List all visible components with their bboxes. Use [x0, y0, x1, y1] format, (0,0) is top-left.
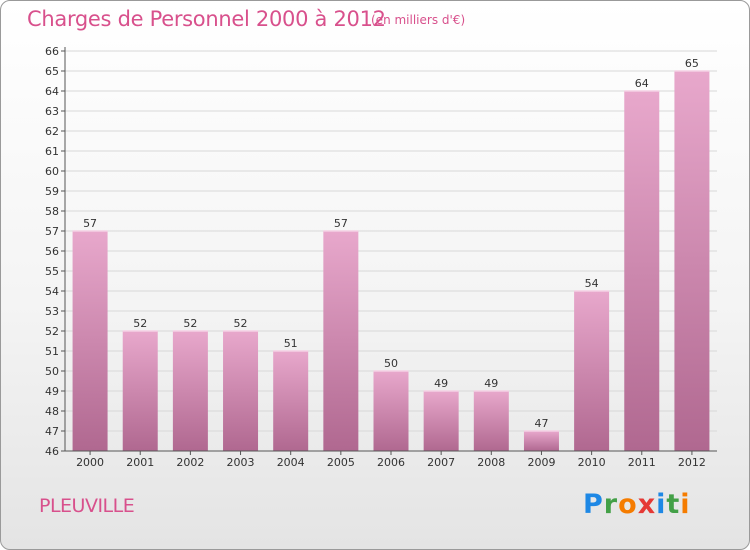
x-tick-label-2009: 2009 [527, 456, 555, 469]
data-label-2002: 52 [183, 317, 197, 330]
y-tick-label: 59 [45, 185, 59, 198]
y-tick-label: 52 [45, 325, 59, 338]
axes: 46 47 48 49 50 51 52 53 54 55 56 57 58 59 60 61 62 63 64 65… [45, 45, 717, 469]
y-tick-label: 48 [45, 405, 59, 418]
bar-2007 [423, 391, 459, 451]
chart-subtitle: (en milliers d'€) [371, 13, 466, 27]
bar-2004 [273, 351, 309, 451]
data-label-2005: 57 [334, 217, 348, 230]
y-tick-label: 50 [45, 365, 59, 378]
bar-2012 [674, 71, 710, 451]
y-tick-label: 56 [45, 245, 59, 258]
bar-2008 [473, 391, 509, 451]
bar-2005 [323, 231, 359, 451]
x-tick-label-2007: 2007 [427, 456, 455, 469]
x-tick-label-2011: 2011 [628, 456, 656, 469]
x-tick-label-2000: 2000 [76, 456, 104, 469]
y-tick-label: 55 [45, 265, 59, 278]
data-label-2012: 65 [685, 57, 699, 70]
y-tick-label: 57 [45, 225, 59, 238]
x-tick-label-2002: 2002 [176, 456, 204, 469]
data-label-2001: 52 [133, 317, 147, 330]
bars: 57 52 52 52 51 57 50 49 49 47 54 64 65 [72, 57, 710, 451]
data-label-2007: 49 [434, 377, 448, 390]
y-tick-label: 63 [45, 105, 59, 118]
proxiti-logo[interactable]: Proxiti [583, 489, 691, 520]
y-tick-label: 65 [45, 65, 59, 78]
x-tick-label-2006: 2006 [377, 456, 405, 469]
x-tick-label-2004: 2004 [277, 456, 305, 469]
y-tick-label: 54 [45, 285, 59, 298]
y-tick-label: 49 [45, 385, 59, 398]
bar-2000 [72, 231, 108, 451]
chart-title: Charges de Personnel 2000 à 2012 [27, 7, 386, 31]
x-tick-label-2005: 2005 [327, 456, 355, 469]
y-tick-label: 51 [45, 345, 59, 358]
y-tick-label: 66 [45, 45, 59, 58]
bar-2009 [523, 431, 559, 451]
data-label-2008: 49 [484, 377, 498, 390]
data-label-2003: 52 [234, 317, 248, 330]
bar-2010 [574, 291, 610, 451]
data-label-2010: 54 [585, 277, 599, 290]
x-tick-label-2010: 2010 [578, 456, 606, 469]
bar-2001 [122, 331, 158, 451]
y-tick-label: 53 [45, 305, 59, 318]
y-tick-label: 64 [45, 85, 59, 98]
commune-name: PLEUVILLE [39, 495, 135, 517]
x-tick-label-2012: 2012 [678, 456, 706, 469]
y-tick-label: 61 [45, 145, 59, 158]
bar-2011 [624, 91, 660, 451]
bar-2002 [172, 331, 208, 451]
bar-2006 [373, 371, 409, 451]
x-tick-label-2001: 2001 [126, 456, 154, 469]
x-tick-label-2003: 2003 [227, 456, 255, 469]
data-label-2004: 51 [284, 337, 298, 350]
y-tick-label: 60 [45, 165, 59, 178]
data-label-2009: 47 [534, 417, 548, 430]
bar-2003 [223, 331, 259, 451]
x-tick-label-2008: 2008 [477, 456, 505, 469]
data-label-2000: 57 [83, 217, 97, 230]
data-label-2006: 50 [384, 357, 398, 370]
y-tick-label: 58 [45, 205, 59, 218]
y-tick-label: 47 [45, 425, 59, 438]
y-tick-label: 62 [45, 125, 59, 138]
y-tick-label: 46 [45, 445, 59, 458]
data-label-2011: 64 [635, 77, 649, 90]
